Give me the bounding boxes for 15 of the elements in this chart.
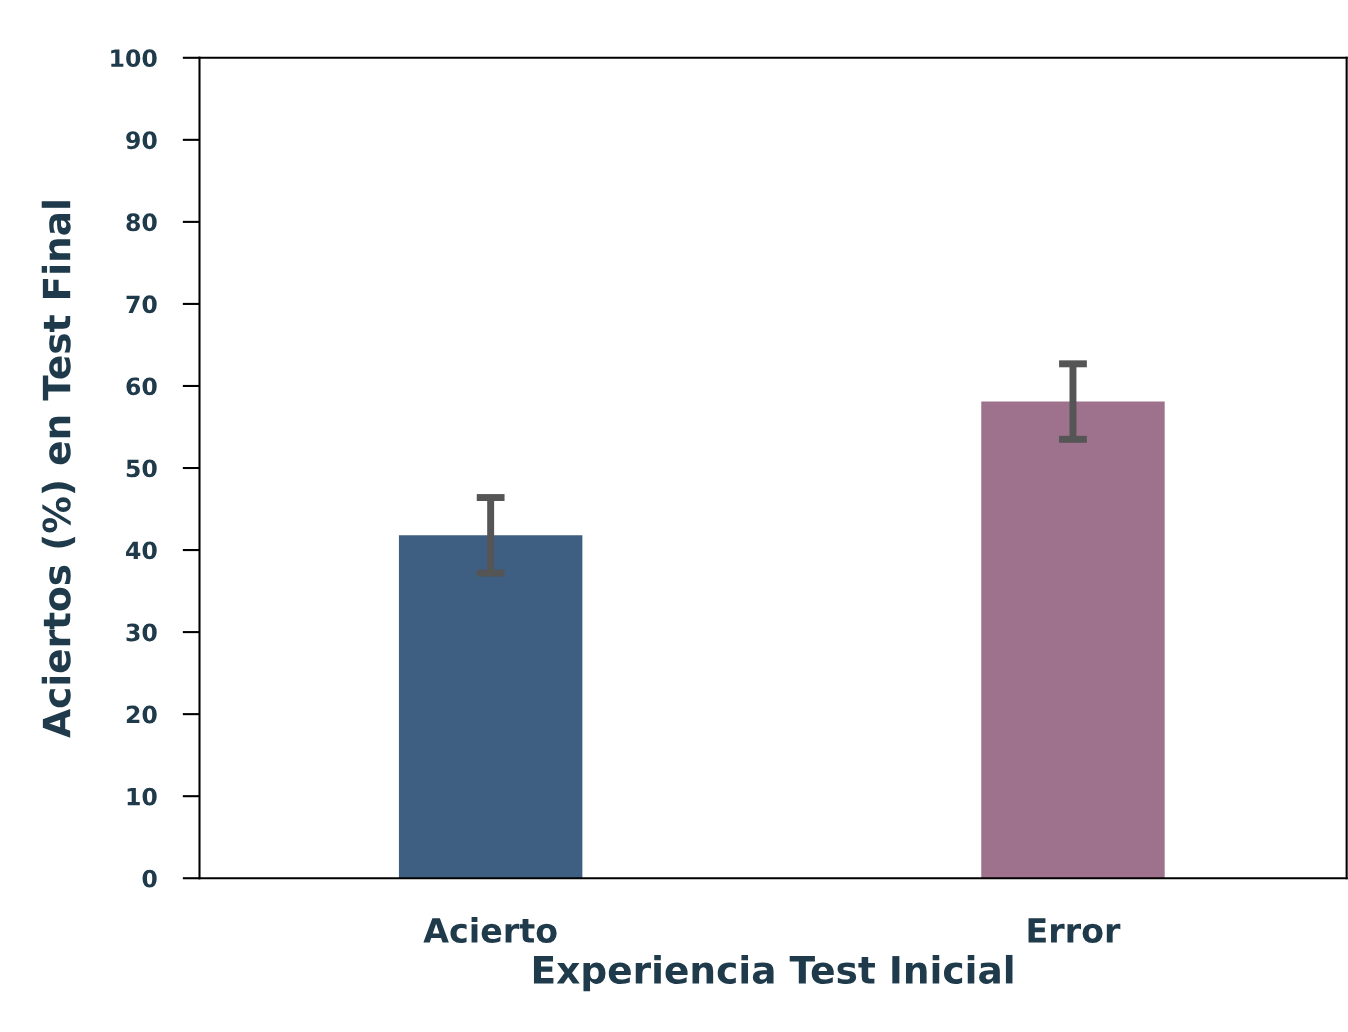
x-tick-label: Acierto [423,917,557,943]
x-tick-label: Error [1028,918,1121,943]
y-tick-label: 10 [127,787,157,806]
y-tick-label: 100 [111,49,157,68]
y-tick-label: 90 [126,131,157,150]
y-tick-label: 20 [126,705,157,724]
y-tick-label: 50 [126,459,157,478]
y-tick-label: 80 [126,213,157,232]
y-tick-label: 30 [126,623,157,642]
x-axis-title: Experiencia Test Inicial [533,954,1013,992]
y-tick-label: 40 [126,541,157,560]
y-tick-label: 0 [142,869,157,888]
y-tick-label: 70 [126,295,157,314]
y-tick-label: 60 [126,377,157,396]
y-axis-title: Aciertos (%) en Test Final [41,201,76,738]
